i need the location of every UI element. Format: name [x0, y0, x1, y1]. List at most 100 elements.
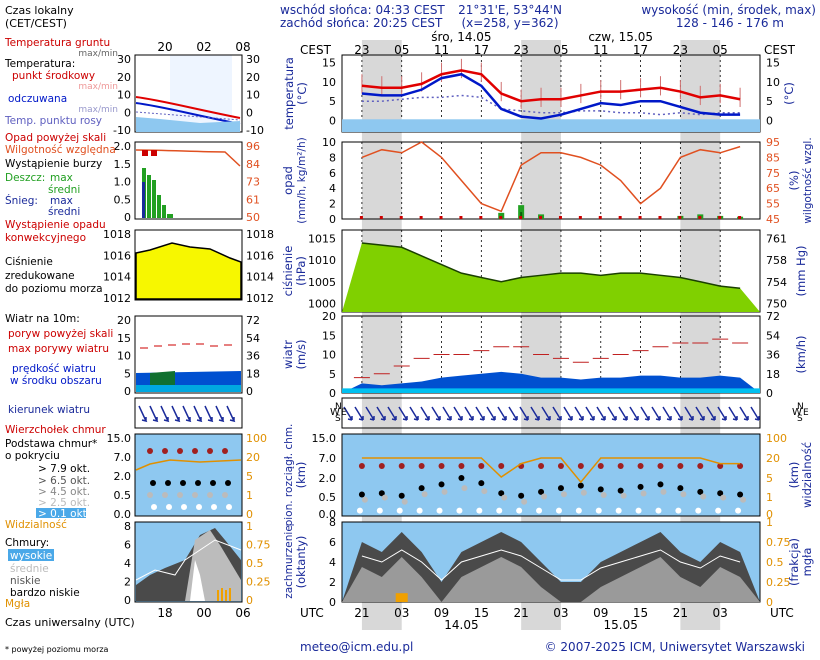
fog-tick-r-1: 0.75: [766, 536, 791, 549]
bottom-tick-5: 03: [553, 606, 568, 620]
legend-fog-tick-r-2: 0.5: [246, 557, 264, 570]
legend-pres-tick-r-3: 1012: [246, 292, 274, 305]
cloud-base-dot2-10: [560, 491, 567, 498]
legend-rain-bar-2: [147, 175, 151, 218]
legend-gust-over: poryw powyżej skali: [8, 328, 113, 340]
wind-tick-r-4: 0: [766, 387, 773, 400]
legend-base-dot3-0: [151, 504, 157, 510]
pres-tick-l-2: 1005: [308, 276, 336, 289]
cloud-base-dot3-19: [735, 507, 742, 514]
wind-dir-arrow-25: [618, 406, 628, 421]
temp-mid-line: [361, 69, 741, 103]
wind-dir-arrow-14: [497, 406, 507, 421]
legend-temp-tick-r-2: 10: [246, 89, 260, 102]
legend-cov-tick-l-1: 6: [124, 539, 131, 552]
rain-tick-18: [718, 216, 722, 219]
fog-unit: (frakcja): [787, 538, 801, 586]
rh-tick-r-5: 45: [766, 213, 780, 226]
rh-title: wilgotność wzgl.: [802, 137, 814, 223]
cloud-base-dot3-9: [536, 507, 543, 514]
legend-c-vlow: bardzo niskie: [10, 587, 80, 599]
legend-pres-tick-r-2: 1014: [246, 271, 274, 284]
rain-tick-l-0: 10: [322, 136, 336, 149]
cloud-base-dot2-14: [640, 490, 647, 497]
cloud-base-dot3-7: [496, 507, 503, 514]
legend-pres-tick-l-3: 1012: [103, 292, 131, 305]
legend-wind-tick-l-3: 5: [124, 367, 131, 380]
cloud-base-dot3-4: [436, 507, 443, 514]
bottom-tick-0: 21: [354, 606, 369, 620]
legend-temp-ground-area: [136, 117, 240, 132]
cov-unit: (oktanty): [294, 536, 308, 589]
legend-rain-over: Opad powyżej skali: [5, 132, 106, 144]
rain-tick-l-5: 0: [329, 213, 336, 226]
legend-base-dot2-1: [162, 492, 168, 498]
bottom-tick-3: 15: [474, 606, 489, 620]
bottom-tick-8: 21: [673, 606, 688, 620]
legend-wind-area-light: [136, 385, 241, 392]
rain-tick-19: [738, 216, 742, 219]
rh-tick-r-2: 75: [766, 167, 780, 180]
bottom-tick-7: 15: [633, 606, 648, 620]
cloud-panel-bg: [342, 434, 760, 516]
legend-vis-tick-r-3: 1: [246, 489, 253, 502]
legend-bottom-tick-0: 18: [157, 606, 172, 620]
wind-dir-arrow-8: [431, 406, 441, 421]
vis-title: widzialność: [800, 442, 814, 508]
legend-peak-dot-4: [207, 448, 213, 454]
legend-column: Czas lokalny (CET/CEST) 20 02 08 18 00 06 30…: [4, 4, 274, 654]
legend-temp-mid-line: [135, 96, 241, 119]
legend-cloud-tick-l-2: 2.0: [114, 470, 132, 483]
top-tick-0: 23: [354, 43, 369, 57]
rain-tick-3: [419, 216, 423, 219]
legend-wind-tick-r-0: 72: [246, 314, 260, 327]
wind-tick-r-0: 72: [766, 310, 780, 323]
pres-tick-l-1: 1010: [308, 254, 336, 267]
legend-c-low: niskie: [10, 575, 41, 587]
wind-dir-arrow-36: [739, 406, 749, 421]
legend-rh-tick-r-3: 61: [246, 193, 260, 206]
footer-email[interactable]: meteo@icm.edu.pl: [300, 640, 413, 654]
wind-dir-arrow-7: [420, 406, 430, 421]
legend-temp-tick-r-4: -10: [246, 124, 264, 137]
local-time-label: Czas lokalny: [5, 4, 74, 17]
cloud-base-dot-15: [657, 481, 664, 488]
legend-rain-tick-l-0: 2.0: [114, 140, 132, 153]
panel-frame-cloud: [341, 433, 761, 517]
legend-temp-dew-line: [135, 111, 241, 121]
legend-pres-tick-r-1: 1016: [246, 249, 274, 262]
legend-rain-bar-5: [162, 205, 166, 218]
cov-title: zachmurzenie: [283, 525, 295, 599]
legend-vis-tick-r-0: 100: [246, 432, 267, 445]
legend-temp-mid: punkt środkowy: [12, 70, 95, 82]
legend-rh-tick-r-0: 96: [246, 140, 260, 153]
legend-bottom-tick-2: 06: [235, 606, 250, 620]
cloud-base-dot2-13: [620, 492, 627, 499]
rain-tick-10: [558, 216, 562, 219]
wind-dir-arrow-29: [662, 406, 672, 421]
legend-rain-bar-4: [157, 195, 161, 218]
legend-peak-dot-3: [192, 448, 198, 454]
temp-tick-l-3: 0: [329, 114, 336, 127]
cloud-base-dot3-11: [575, 507, 582, 514]
wind-dir-arrow-5: [398, 406, 408, 421]
cloud-base-dot-17: [697, 488, 704, 495]
bottom-tick-2: 09: [434, 606, 449, 620]
cloud-tick-l-1: 7.0: [319, 452, 337, 465]
cloud-base-dot2-0: [361, 496, 368, 503]
cloud-title: pion. rozciągł. chm.: [283, 424, 295, 527]
cloud-base-dot-3: [418, 485, 425, 492]
cov-tick-l-0: 8: [329, 516, 336, 529]
legend-dir-box: [134, 397, 243, 429]
wind-dir-arrow-34: [717, 406, 727, 421]
legend-fog-tick-r-0: 1: [246, 520, 253, 533]
bottom-tick-1: 03: [394, 606, 409, 620]
wind-tick-l-2: 10: [322, 349, 336, 362]
wind-tick-l-0: 20: [322, 310, 336, 323]
cloud-base-dot2-5: [461, 485, 468, 492]
legend-wind-title: Wiatr na 10m:: [5, 313, 80, 325]
cloud-base-dot2-4: [441, 488, 448, 495]
legend-wind-tick-l-4: 0: [124, 385, 131, 398]
day2-label: czw, 15.05: [588, 30, 653, 44]
